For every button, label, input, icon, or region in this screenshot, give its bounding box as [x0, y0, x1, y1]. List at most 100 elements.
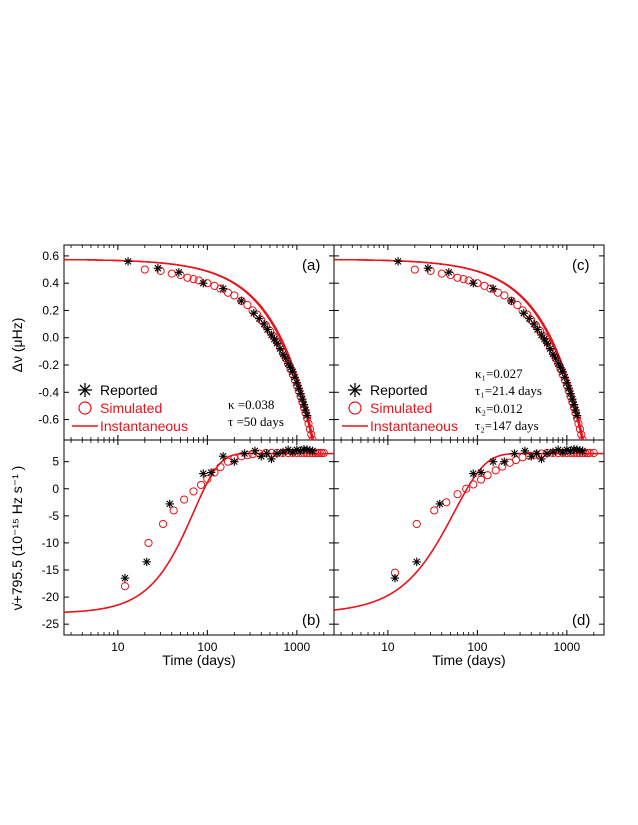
- reported-point: [267, 454, 276, 464]
- legend-label-simulated: Simulated: [370, 400, 432, 416]
- reported-point: [444, 268, 454, 277]
- simulated-point: [313, 448, 322, 458]
- reported-point: [500, 457, 509, 466]
- instantaneous-line: [334, 452, 604, 611]
- y-tick-label: -15: [42, 563, 60, 577]
- reported-point: [263, 325, 272, 334]
- reported-point: [519, 308, 528, 318]
- reported-point: [296, 389, 305, 398]
- reported-point: [423, 263, 433, 273]
- simulated-point: [410, 265, 419, 274]
- annotation-tau2-c: τ₂=147 days: [475, 418, 539, 433]
- simulated-point: [575, 424, 585, 434]
- y-tick-label: 5: [52, 455, 59, 469]
- reported-point: [533, 325, 542, 334]
- panel-b-frame: [63, 439, 335, 636]
- simulated-point: [305, 424, 315, 434]
- reported-point: [469, 278, 478, 288]
- annotation-tau1-c: τ₁=21.4 days: [475, 383, 542, 398]
- simulated-point: [585, 448, 594, 458]
- panel-label-c: (c): [572, 257, 590, 274]
- simulated-point: [196, 480, 206, 490]
- markers-group-c: [393, 257, 587, 440]
- annotation-kappa2-c: κ₂=0.012: [475, 401, 523, 416]
- annotation-kappa-a: κ =0.038: [228, 397, 274, 412]
- simulated-point: [180, 495, 189, 504]
- reported-point: [568, 394, 577, 404]
- x-axis-title-left: Time (days): [162, 652, 235, 668]
- reported-point: [230, 457, 239, 466]
- y-tick-label: 0.2: [42, 303, 59, 317]
- legend-panel-c: Reported Simulated Instantaneous: [342, 382, 458, 434]
- simulated-point: [462, 484, 471, 493]
- reported-point: [262, 449, 271, 458]
- reported-point: [302, 411, 312, 420]
- reported-point: [569, 400, 579, 409]
- annotation-kappa1-c: κ₁=0.027: [475, 366, 523, 381]
- y-tick-label: -0.6: [38, 413, 59, 427]
- simulated-point: [574, 419, 583, 428]
- simulated-point: [442, 498, 451, 507]
- reported-point: [525, 314, 534, 323]
- reported-point: [298, 394, 307, 404]
- reported-point: [301, 405, 310, 415]
- panel-d-frame: [333, 439, 605, 636]
- y-tick-label: -5: [48, 509, 59, 523]
- reported-point: [390, 573, 400, 583]
- instantaneous-line: [334, 258, 585, 440]
- reported-point: [199, 469, 208, 478]
- simulated-point: [304, 419, 313, 428]
- legend-panel-a: Reported Simulated Instantaneous: [72, 382, 188, 434]
- y-axis-title-top: Δν (μHz): [9, 318, 25, 373]
- simulated-point: [453, 273, 462, 282]
- y-tick-label: 0: [52, 482, 59, 496]
- reported-point: [153, 263, 163, 273]
- reported-point: [542, 449, 552, 458]
- reported-point: [218, 452, 228, 461]
- reported-point: [510, 449, 519, 458]
- x-axis-title-right: Time (days): [432, 652, 505, 668]
- simulated-point: [583, 448, 592, 458]
- x-tick-label: 10: [111, 640, 125, 654]
- asterisk-marker-icon: [348, 383, 362, 397]
- y-tick-label: -0.2: [38, 358, 59, 372]
- simulated-point: [513, 300, 522, 310]
- simulated-point: [311, 448, 320, 458]
- y-tick-label: 0.6: [42, 249, 59, 263]
- reported-point: [488, 284, 498, 293]
- instantaneous-line: [64, 258, 315, 440]
- reported-point: [308, 446, 317, 456]
- markers-layer: [120, 257, 598, 591]
- simulated-point: [315, 448, 324, 458]
- simulated-point: [120, 582, 130, 591]
- y-tick-label: 0.0: [42, 331, 59, 345]
- reported-point: [469, 469, 478, 478]
- simulated-point: [183, 273, 192, 282]
- simulated-point: [243, 451, 252, 460]
- reported-point: [299, 400, 309, 409]
- legend-label-reported: Reported: [370, 382, 428, 398]
- panel-label-b: (b): [302, 612, 320, 629]
- reported-point: [249, 308, 258, 318]
- open-circle-marker-icon: [78, 401, 92, 415]
- reported-point: [476, 468, 486, 477]
- simulated-point: [167, 269, 176, 278]
- asterisk-marker-icon: [78, 383, 92, 397]
- reported-point: [218, 284, 228, 293]
- reported-point: [537, 330, 546, 340]
- reported-point: [578, 446, 587, 456]
- legend-label-reported: Reported: [100, 382, 158, 398]
- legend-label-instantaneous: Instantaneous: [100, 418, 188, 434]
- simulated-point: [500, 291, 509, 300]
- reported-point: [294, 383, 303, 393]
- simulated-point: [158, 519, 168, 529]
- reported-point: [532, 449, 541, 458]
- simulated-point: [156, 266, 165, 276]
- reported-point: [142, 557, 151, 567]
- simulated-point: [476, 475, 486, 484]
- y-tick-label: -0.4: [38, 385, 59, 399]
- reported-point: [435, 499, 444, 509]
- y-tick-label: 0.4: [42, 276, 59, 290]
- simulated-point: [189, 274, 198, 284]
